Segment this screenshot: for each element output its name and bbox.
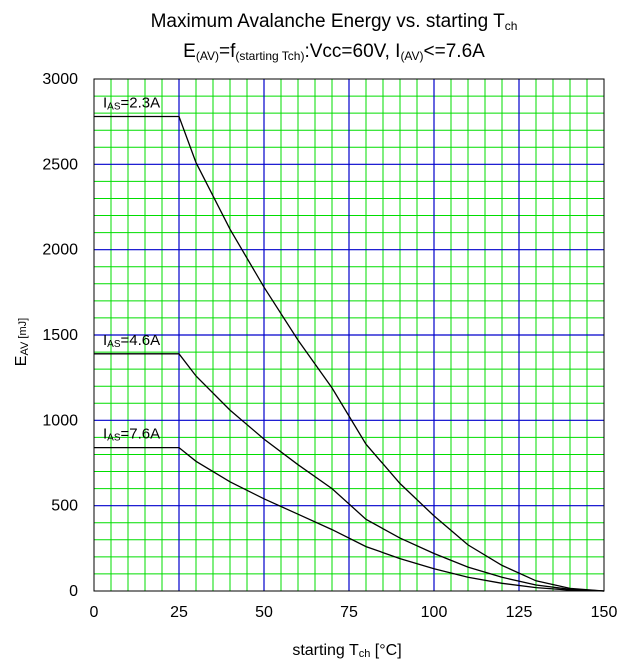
series-line [94,446,605,592]
y-axis-label: EAV [mJ] [13,318,31,366]
x-tick-label: 50 [255,604,273,621]
series-line [94,115,605,592]
series-label: IAS=4.6A [103,332,160,350]
y-tick-label: 1000 [42,412,78,429]
series-line [94,353,605,592]
chart-title-line2: E(AV)=f(starting Tch):Vcc=60V, I(AV)<=7.… [183,41,485,63]
x-tick-label: 25 [170,604,188,621]
x-tick-label: 0 [90,604,99,621]
series-lines [94,115,605,592]
major-gridlines [94,79,604,591]
y-tick-label: 2500 [42,156,78,173]
y-tick-label: 1500 [42,327,78,344]
series-label: IAS=2.3A [103,95,160,113]
series-labels: IAS=2.3A IAS=4.6A IAS=7.6A [103,95,160,444]
y-axis-ticks: 0 500 1000 1500 2000 2500 3000 [42,71,78,600]
x-tick-label: 75 [340,604,358,621]
y-tick-label: 2000 [42,242,78,259]
x-axis-ticks: 0 25 50 75 100 125 150 [90,604,618,621]
x-axis-label: starting Tch [°C] [292,642,401,660]
y-tick-label: 0 [69,583,78,600]
y-tick-label: 500 [51,498,78,515]
x-tick-label: 100 [421,604,448,621]
y-tick-label: 3000 [42,71,78,88]
x-tick-label: 125 [506,604,533,621]
chart-title-line1: Maximum Avalanche Energy vs. starting Tc… [151,11,518,33]
series-label: IAS=7.6A [103,426,160,444]
x-tick-label: 150 [591,604,618,621]
plot-frame [93,78,605,592]
